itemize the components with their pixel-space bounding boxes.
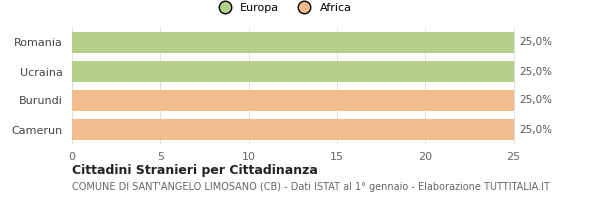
Text: Cittadini Stranieri per Cittadinanza: Cittadini Stranieri per Cittadinanza bbox=[72, 164, 318, 177]
Bar bbox=[72, 32, 514, 53]
Bar bbox=[72, 119, 514, 140]
Text: 25,0%: 25,0% bbox=[519, 66, 552, 76]
Text: 25,0%: 25,0% bbox=[519, 96, 552, 106]
Text: COMUNE DI SANT'ANGELO LIMOSANO (CB) - Dati ISTAT al 1° gennaio - Elaborazione TU: COMUNE DI SANT'ANGELO LIMOSANO (CB) - Da… bbox=[72, 182, 550, 192]
Bar bbox=[72, 61, 514, 82]
Legend: Europa, Africa: Europa, Africa bbox=[214, 3, 352, 13]
Bar bbox=[72, 90, 514, 111]
Text: 25,0%: 25,0% bbox=[519, 38, 552, 47]
Text: 25,0%: 25,0% bbox=[519, 124, 552, 134]
